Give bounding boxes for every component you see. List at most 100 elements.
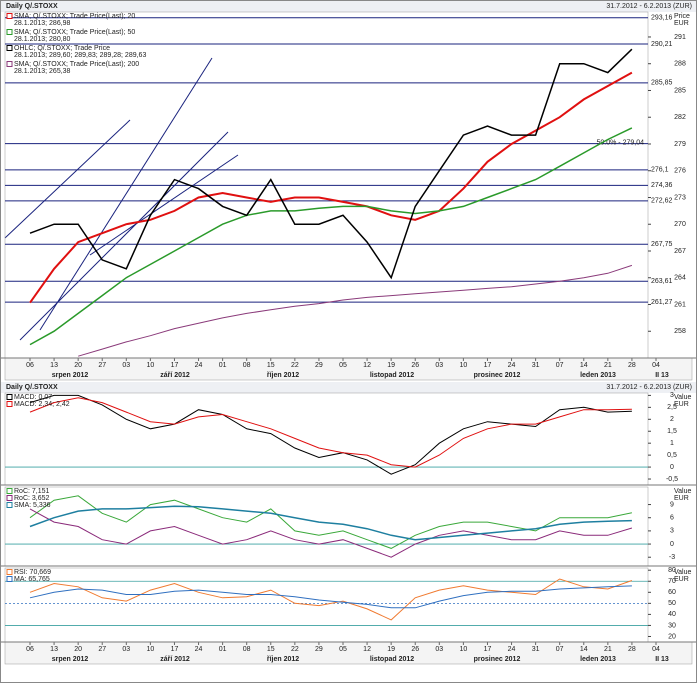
series-line: [29, 585, 632, 609]
series-line: [29, 127, 633, 346]
month-label: říjen 2012: [267, 656, 299, 663]
month-label: prosinec 2012: [474, 656, 521, 663]
legend-icon: [6, 569, 13, 575]
x-tick-label: 28: [628, 362, 636, 369]
panel-header: [1, 1, 696, 12]
x-tick-label: 13: [50, 362, 58, 369]
month-label: listopad 2012: [370, 372, 414, 379]
x-tick-label: 31: [532, 362, 540, 369]
x-tick-label: 17: [171, 646, 179, 653]
x-tick-label: 21: [604, 646, 612, 653]
y-tick-label: 3: [670, 528, 674, 535]
x-tick-label: 14: [580, 362, 588, 369]
x-tick-label: 17: [484, 646, 492, 653]
x-tick-label: 01: [219, 646, 227, 653]
legend-entry: MA: 65,765: [14, 576, 50, 583]
legend-detail: 28.1.2013; 265,38: [14, 68, 71, 75]
x-tick-label: 15: [267, 646, 275, 653]
y-tick-label: 0: [670, 541, 674, 548]
date-range: 31.7.2012 - 6.2.2013 (ZUR): [606, 384, 692, 391]
x-tick-label: 08: [243, 646, 251, 653]
x-tick-label: 19: [387, 646, 395, 653]
y-tick-label: 1,5: [667, 428, 677, 435]
x-tick-label: 10: [146, 362, 154, 369]
x-tick-label: 03: [122, 362, 130, 369]
y-axis-unit: EUR: [674, 576, 689, 583]
y-tick-label: 279: [674, 141, 686, 148]
x-tick-label: 26: [411, 362, 419, 369]
legend-icon: [6, 488, 13, 494]
x-tick-label: 08: [243, 362, 251, 369]
y-tick-label: 9: [670, 501, 674, 508]
level-label: 274,36: [651, 182, 673, 189]
y-tick-label: 60: [668, 589, 676, 596]
legend-icon: [6, 29, 13, 35]
x-tick-label: 26: [411, 646, 419, 653]
y-tick-label: 288: [674, 61, 686, 68]
y-tick-label: 6: [670, 515, 674, 522]
y-axis-unit: EUR: [674, 495, 689, 502]
level-label: 272,62: [651, 198, 673, 205]
y-tick-label: 0,5: [667, 452, 677, 459]
y-tick-label: 40: [668, 611, 676, 618]
x-tick-label: 20: [74, 646, 82, 653]
legend-icon: [6, 45, 13, 51]
x-tick-label: 20: [74, 362, 82, 369]
y-tick-label: 2,5: [667, 404, 677, 411]
y-tick-label: 258: [674, 328, 686, 335]
level-label: 285,85: [651, 80, 673, 87]
y-tick-label: -0,5: [666, 476, 678, 483]
series-line: [29, 578, 633, 621]
legend-entry: SMA: 5,336: [14, 502, 51, 509]
y-axis-label: Value: [674, 488, 691, 495]
panel-title: Daily Q/.STOXX: [6, 3, 58, 10]
x-tick-label: 05: [339, 362, 347, 369]
x-tick-label: 01: [219, 362, 227, 369]
x-tick-label: 04: [652, 646, 660, 653]
x-tick-label: 24: [508, 362, 516, 369]
series-line: [29, 397, 632, 468]
legend-entry: MACD: 2,34; 2,42: [14, 401, 70, 408]
legend-icon: [6, 576, 13, 582]
legend-entry: RoC: 3,652: [14, 495, 50, 502]
series-line: [29, 71, 633, 304]
y-tick-label: 282: [674, 114, 686, 121]
legend-entry: SMA; Q/.STOXX; Trade Price(Last); 20: [14, 13, 135, 20]
level-label: 290,21: [651, 41, 673, 48]
series-line: [29, 505, 632, 541]
y-tick-label: 80: [668, 567, 676, 574]
x-tick-label: 24: [508, 646, 516, 653]
x-tick-label: 14: [580, 646, 588, 653]
y-tick-label: 20: [668, 633, 676, 640]
date-range: 31.7.2012 - 6.2.2013 (ZUR): [606, 3, 692, 10]
legend-icon: [6, 502, 13, 508]
x-tick-label: 24: [195, 646, 203, 653]
y-axis-unit: EUR: [674, 401, 689, 408]
x-tick-label: 06: [26, 362, 34, 369]
y-axis-unit: EUR: [674, 20, 689, 27]
legend-icon: [6, 401, 13, 407]
x-tick-label: 17: [484, 362, 492, 369]
y-tick-label: -3: [669, 554, 675, 561]
channel-line: [39, 57, 213, 331]
channel-line: [19, 131, 229, 341]
x-tick-label: 19: [387, 362, 395, 369]
x-tick-label: 17: [171, 362, 179, 369]
legend-entry: OHLC; Q/.STOXX; Trade Price: [14, 45, 110, 52]
level-label: 276,1: [651, 167, 669, 174]
x-tick-label: 07: [556, 646, 564, 653]
month-label: listopad 2012: [370, 656, 414, 663]
y-tick-label: 273: [674, 194, 686, 201]
y-tick-label: 3: [670, 392, 674, 399]
legend-detail: 28.1.2013; 289,60; 289,83; 289,28; 289,6…: [14, 52, 146, 59]
x-tick-label: 06: [26, 646, 34, 653]
y-tick-label: 1: [670, 440, 674, 447]
series-line: [29, 508, 633, 558]
legend-entry: MACD: 0,07: [14, 394, 52, 401]
level-label: 293,16: [651, 15, 673, 22]
y-tick-label: 50: [668, 600, 676, 607]
y-tick-label: 2: [670, 416, 674, 423]
y-axis-label: Value: [674, 394, 691, 401]
